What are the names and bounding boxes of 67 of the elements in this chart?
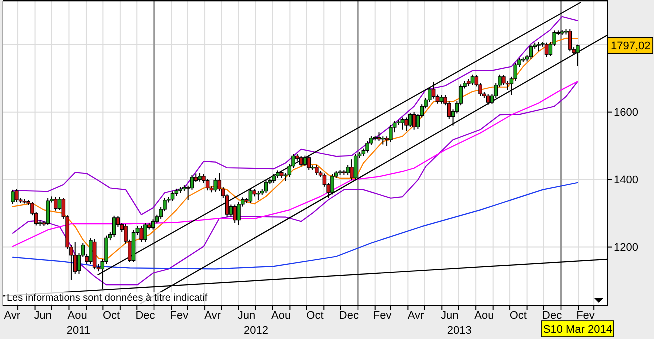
- y-tick-label: 1600: [614, 107, 638, 120]
- y-tick-label: 1400: [614, 174, 638, 187]
- candlestick: [366, 140, 370, 154]
- candlestick: [346, 164, 350, 176]
- candlestick: [529, 44, 534, 60]
- candlestick: [11, 189, 15, 205]
- line-series: [12, 16, 578, 216]
- x-tick-label: Avr: [204, 310, 222, 322]
- candlestick: [412, 112, 416, 130]
- candlestick: [151, 219, 156, 230]
- candlestick: [237, 202, 241, 226]
- candlestick: [470, 74, 475, 86]
- line-series: [12, 38, 578, 260]
- x-tick-label: Fev: [576, 310, 596, 322]
- text: S10 Mar 2014: [543, 324, 612, 336]
- text: 2013: [447, 325, 472, 337]
- y-tick-label: 1200: [614, 242, 638, 254]
- x-tick-label: Fev: [170, 310, 190, 322]
- line-series: [12, 182, 578, 270]
- candlestick: [354, 154, 358, 180]
- candlestick: [404, 117, 408, 132]
- candlestick: [46, 198, 50, 226]
- candlestick: [408, 112, 412, 128]
- text: 2011: [66, 325, 91, 337]
- candlestick: [15, 188, 19, 203]
- candlestick: [248, 188, 253, 204]
- x-tick-label: Aou: [474, 310, 494, 322]
- text: 2012: [244, 325, 268, 337]
- candlestick: [233, 204, 237, 224]
- candlestick: [272, 174, 276, 184]
- candlestick: [576, 44, 580, 67]
- x-tick-label: Aou: [68, 310, 88, 322]
- annotation: Les informations sont données à titre indicatif: [7, 293, 208, 304]
- candlestick: [486, 94, 490, 106]
- candlestick: [307, 156, 312, 171]
- candlestick: [568, 28, 572, 52]
- x-tick-label: Avr: [408, 310, 424, 322]
- line-series: [12, 81, 578, 248]
- candlestick: [389, 124, 393, 143]
- candlestick: [315, 164, 319, 176]
- candlestick: [112, 215, 116, 238]
- candlestick: [299, 156, 304, 168]
- candlestick: [400, 117, 405, 130]
- x-tick-label: Jun: [34, 310, 52, 322]
- candlestick: [303, 155, 308, 167]
- text: 1797,02: [611, 40, 651, 53]
- candlestick: [264, 180, 268, 194]
- candlestick: [350, 159, 354, 181]
- x-tick-label: Dec: [542, 310, 563, 322]
- candlestick: [330, 174, 334, 196]
- x-tick-label: Dec: [339, 310, 360, 322]
- x-tick-label: Avr: [4, 310, 21, 322]
- x-tick-label: Oct: [102, 310, 120, 322]
- line-series: [12, 81, 578, 286]
- candlestick: [140, 226, 144, 243]
- x-tick-label: Fev: [373, 310, 392, 322]
- x-tick-label: Oct: [510, 310, 527, 322]
- candlestick: [544, 42, 549, 58]
- x-tick-label: Aou: [272, 310, 292, 322]
- candlestick: [54, 196, 58, 212]
- candlestick: [144, 222, 148, 243]
- x-tick-label: Oct: [306, 310, 324, 322]
- candlestick: [206, 178, 210, 192]
- x-tick-label: Jun: [238, 310, 256, 322]
- x-tick-label: Jun: [441, 310, 459, 322]
- x-tick-label: Dec: [136, 310, 156, 322]
- candlestick: [537, 42, 541, 52]
